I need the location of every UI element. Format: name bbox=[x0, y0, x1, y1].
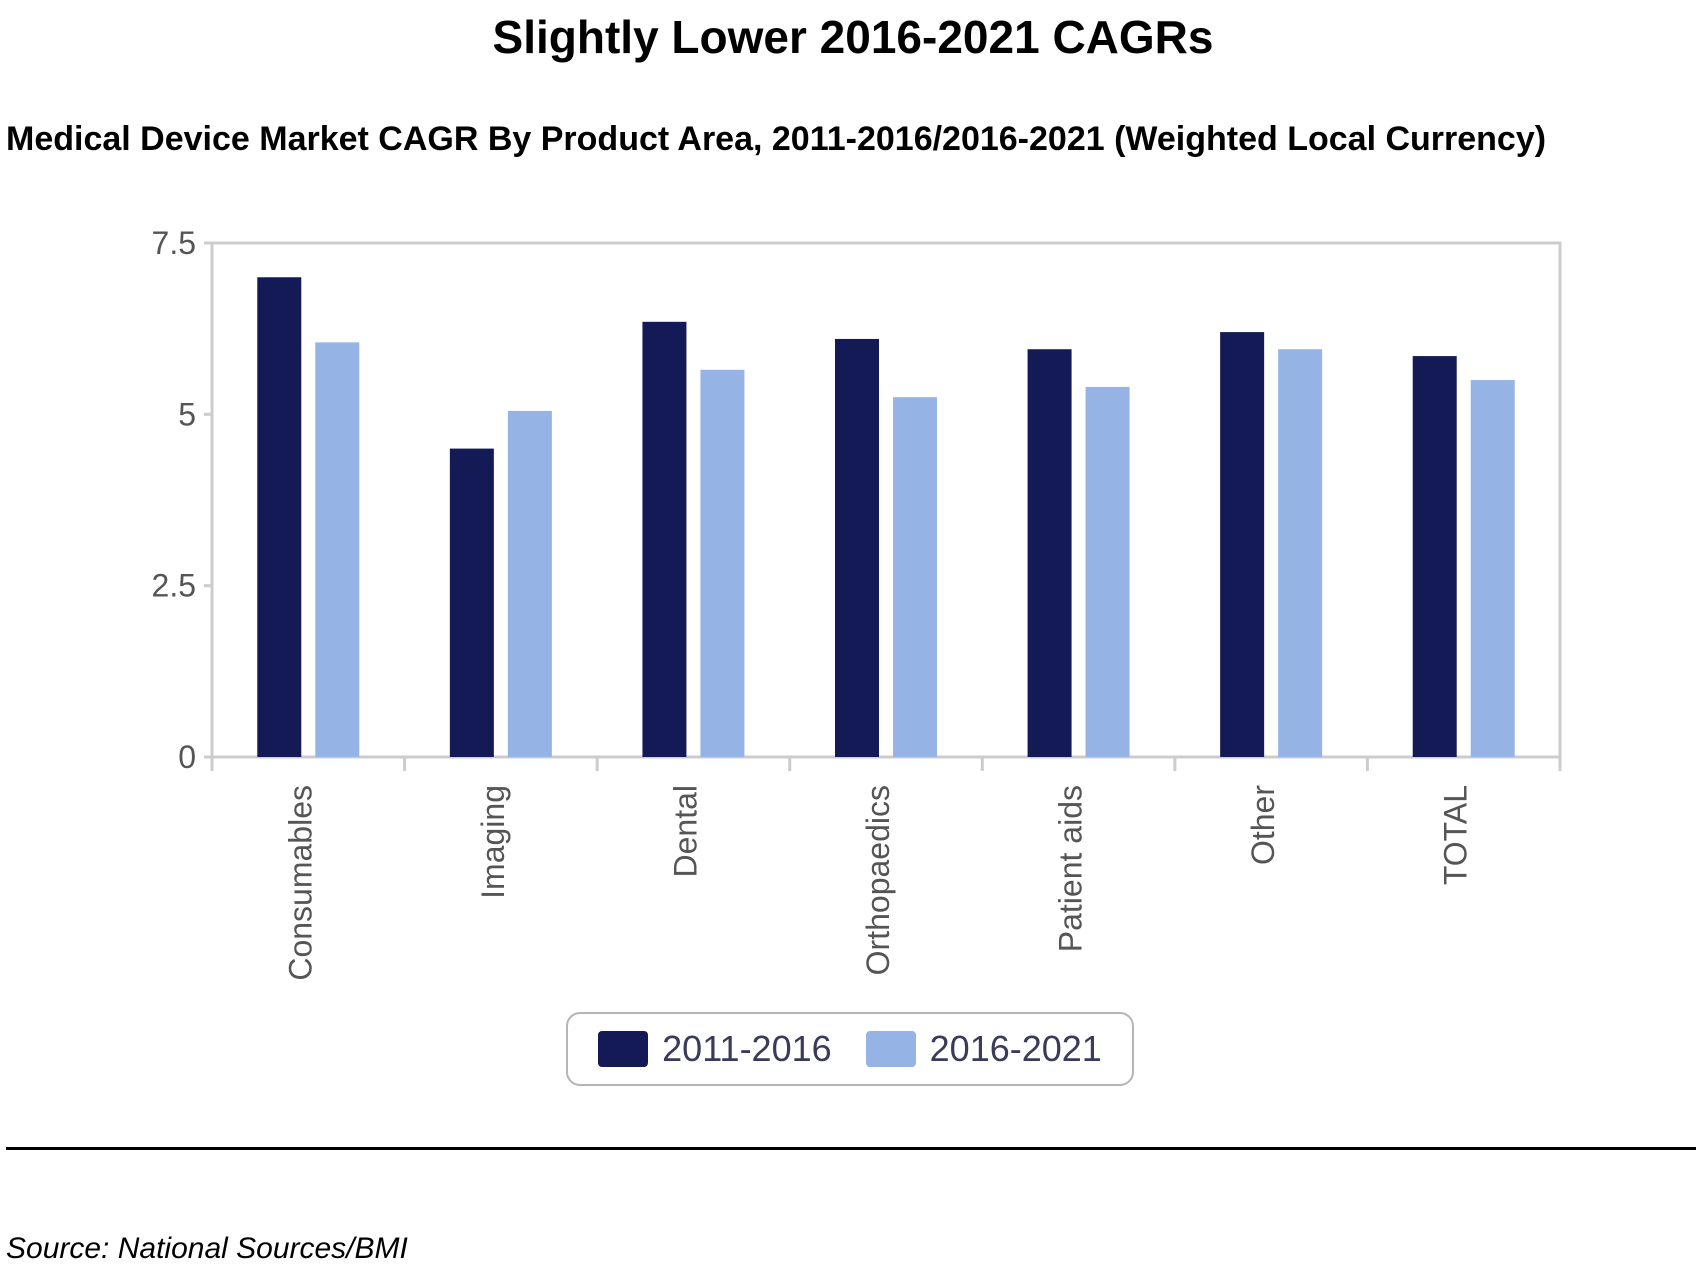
chart-title: Slightly Lower 2016-2021 CAGRs bbox=[492, 11, 1214, 63]
bar-2016-2021-other bbox=[1278, 349, 1323, 757]
bar-chart: 0 2.5 5 7.5 Consumables Imaging Dental Orthopa… bbox=[152, 225, 1562, 981]
bar-2016-2021-consumables bbox=[315, 342, 360, 757]
legend-swatch-series-2 bbox=[865, 1031, 916, 1067]
chart-subtitle: Medical Device Market CAGR By Product Ar… bbox=[6, 120, 1547, 158]
y-axis-ticks: 0 2.5 5 7.5 bbox=[152, 225, 212, 775]
bar-2016-2021-imaging bbox=[507, 410, 552, 757]
x-axis-labels: Consumables Imaging Dental Orthopaedics Pati… bbox=[210, 757, 1562, 981]
x-category-label: Dental bbox=[667, 785, 703, 878]
legend-entry-series-1: 2011-2016 bbox=[598, 1028, 832, 1070]
bar-2011-2016-total bbox=[1412, 356, 1457, 757]
legend-swatch-series-1 bbox=[598, 1031, 649, 1067]
x-category-label: Patient aids bbox=[1053, 785, 1089, 952]
bar-2011-2016-other bbox=[1220, 332, 1265, 757]
legend-label-series-2: 2016-2021 bbox=[929, 1028, 1102, 1069]
bars bbox=[257, 277, 1515, 757]
bar-2016-2021-orthopaedics bbox=[893, 397, 937, 757]
bar-2011-2016-imaging bbox=[449, 448, 494, 757]
bar-2016-2021-total bbox=[1470, 380, 1515, 757]
x-category-label: Imaging bbox=[475, 785, 511, 899]
source-note: Source: National Sources/BMI bbox=[6, 1232, 408, 1265]
x-category-label: TOTAL bbox=[1438, 785, 1474, 885]
plot-border bbox=[210, 241, 1562, 759]
bar-2011-2016-dental bbox=[642, 321, 687, 757]
footer-divider bbox=[6, 1147, 1696, 1150]
x-category-label: Orthopaedics bbox=[860, 785, 896, 975]
bar-2016-2021-patient-aids bbox=[1085, 386, 1130, 757]
x-category-label: Other bbox=[1245, 785, 1281, 865]
y-tick-label: 5 bbox=[178, 396, 196, 432]
bar-2011-2016-patient-aids bbox=[1027, 349, 1072, 757]
legend-entry-series-2: 2016-2021 bbox=[865, 1028, 1102, 1070]
bar-2016-2021-dental bbox=[700, 369, 745, 757]
plot-frame bbox=[210, 241, 1562, 759]
bar-2011-2016-consumables bbox=[257, 277, 302, 757]
y-tick-label: 7.5 bbox=[152, 225, 196, 261]
x-category-label: Consumables bbox=[282, 785, 318, 981]
bar-2011-2016-orthopaedics bbox=[835, 338, 879, 757]
y-tick-label: 2.5 bbox=[152, 568, 196, 604]
y-tick-label: 0 bbox=[178, 739, 196, 775]
legend-label-series-1: 2011-2016 bbox=[662, 1028, 832, 1069]
legend: 2011-2016 2016-2021 bbox=[566, 1012, 1134, 1086]
